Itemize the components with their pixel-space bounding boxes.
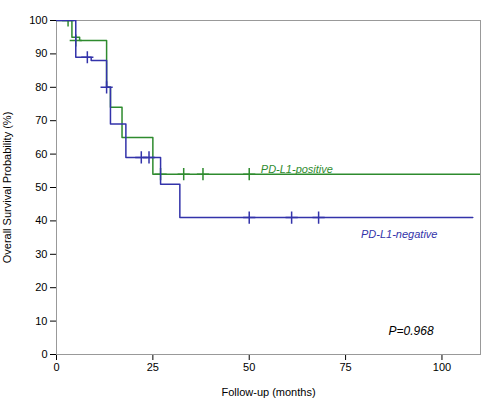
svg-text:PD-L1-positive: PD-L1-positive <box>261 163 333 175</box>
svg-text:20: 20 <box>35 281 47 293</box>
svg-text:0: 0 <box>41 348 47 360</box>
svg-text:75: 75 <box>339 361 351 373</box>
svg-text:70: 70 <box>35 114 47 126</box>
svg-text:100: 100 <box>433 361 451 373</box>
svg-text:50: 50 <box>35 181 47 193</box>
svg-text:Overall Survival Probability (: Overall Survival Probability (%) <box>1 112 13 264</box>
svg-text:0: 0 <box>53 361 59 373</box>
svg-text:40: 40 <box>35 214 47 226</box>
svg-text:80: 80 <box>35 81 47 93</box>
svg-text:50: 50 <box>243 361 255 373</box>
svg-text:25: 25 <box>147 361 159 373</box>
svg-text:60: 60 <box>35 148 47 160</box>
svg-text:P=0.968: P=0.968 <box>389 324 434 338</box>
svg-text:PD-L1-negative: PD-L1-negative <box>361 228 437 240</box>
svg-text:Follow-up (months): Follow-up (months) <box>221 386 315 398</box>
svg-text:10: 10 <box>35 315 47 327</box>
svg-text:100: 100 <box>29 14 47 26</box>
svg-text:90: 90 <box>35 47 47 59</box>
svg-text:30: 30 <box>35 248 47 260</box>
